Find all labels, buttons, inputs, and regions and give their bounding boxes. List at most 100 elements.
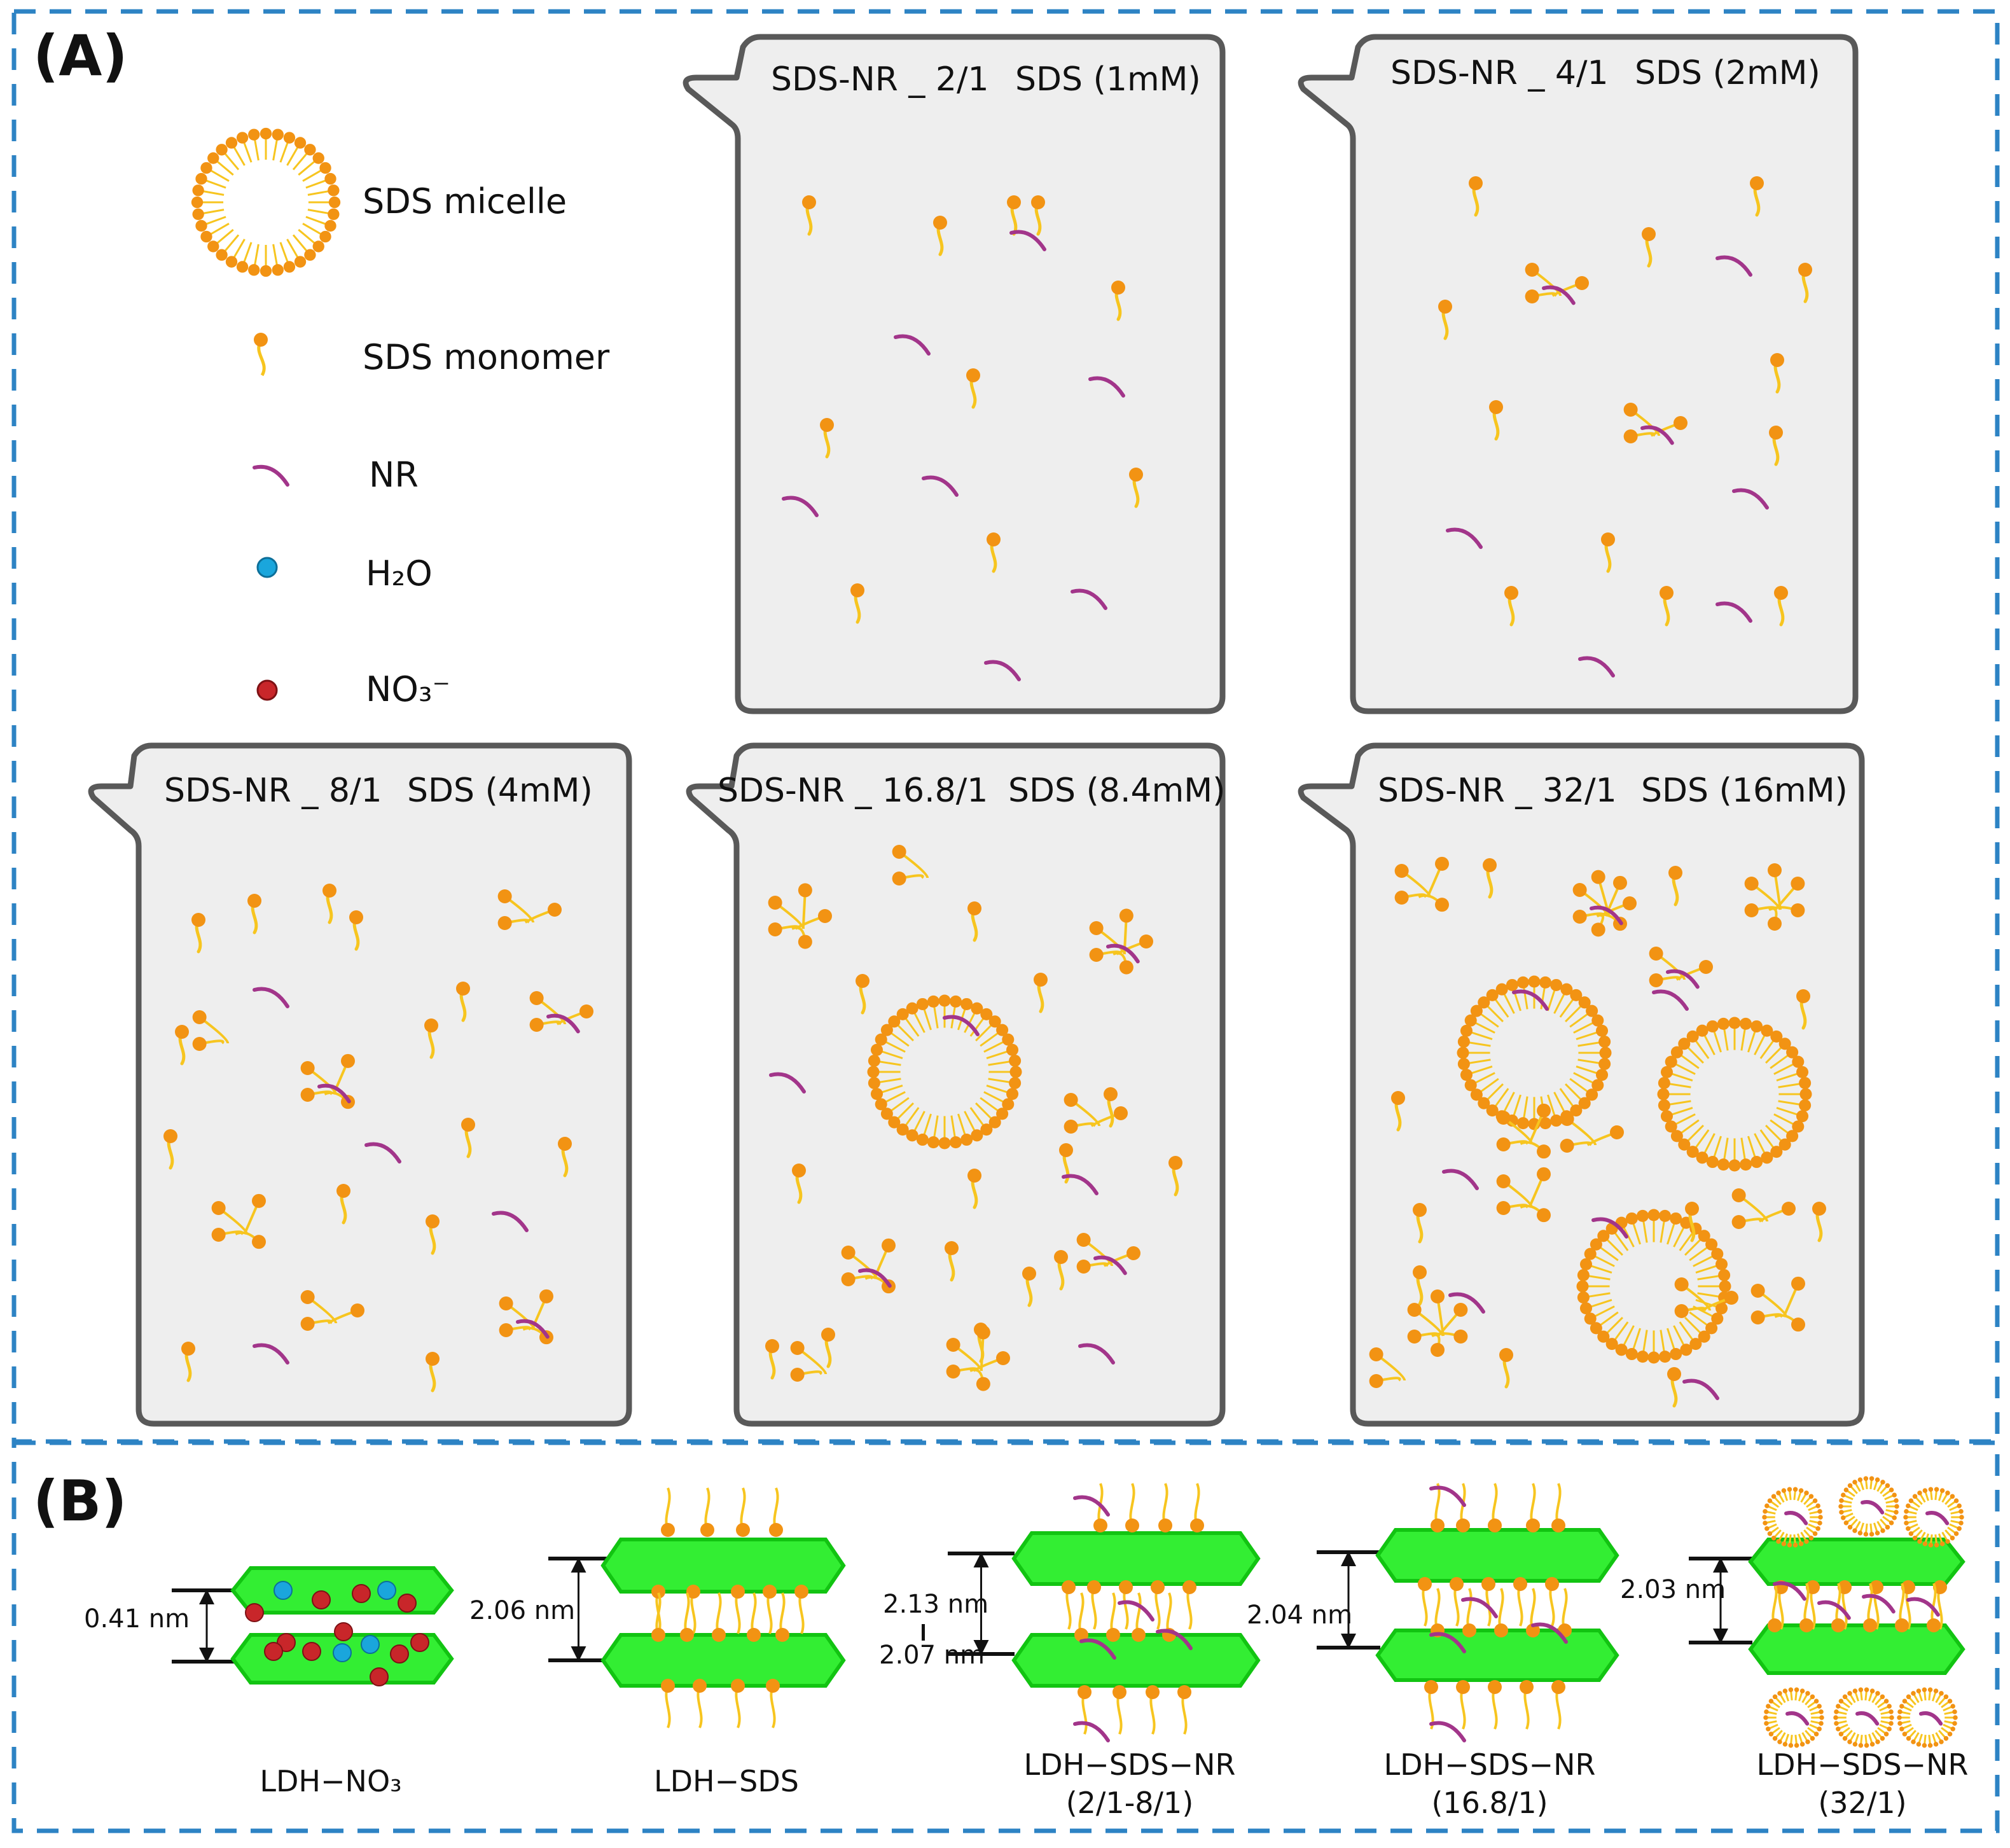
micelle-head (1570, 989, 1583, 1001)
micelle-head (1470, 1004, 1483, 1017)
micelle-head (312, 240, 324, 253)
micelle-head (1670, 1130, 1683, 1143)
micelle-head (1762, 1515, 1767, 1520)
sds-monomer (1129, 468, 1143, 508)
micelle-head (1819, 1715, 1824, 1720)
micelle-head (1841, 1492, 1846, 1497)
micelle-head (1908, 1531, 1914, 1536)
sds-head (841, 1272, 856, 1286)
micelle-head (1595, 1069, 1609, 1081)
micelle-head (1897, 1715, 1902, 1720)
sds-head (1526, 1518, 1540, 1532)
legend-nitrate-label: NO₃⁻ (366, 669, 450, 709)
micelle-head (1833, 1715, 1838, 1720)
micelle-head (191, 196, 204, 209)
micelle-head (950, 995, 962, 1008)
micelle-head (1768, 1732, 1774, 1737)
sds-cluster (1089, 908, 1153, 975)
sds-head (497, 889, 512, 903)
nile-red (1925, 1511, 1950, 1525)
sds-cluster (1744, 863, 1805, 931)
micelle-head (1787, 1543, 1792, 1548)
micelle-head (916, 1133, 929, 1146)
beaker-3-conc: SDS (4mM) (407, 772, 593, 810)
sds-head (497, 916, 512, 930)
micelle-head (1764, 1709, 1769, 1714)
micelle-head (1728, 1159, 1741, 1172)
micelle-head (1578, 1097, 1591, 1109)
sds-head (1104, 1087, 1118, 1101)
nile-red (1682, 1379, 1719, 1400)
sds-head (1798, 263, 1812, 277)
sds-head (1667, 1367, 1681, 1381)
beaker-2-conc: SDS (2mM) (1635, 54, 1820, 92)
micelle-head (1670, 1046, 1683, 1059)
micelle-head (1576, 1280, 1589, 1293)
micelle-head (192, 184, 204, 197)
micelle-head (1958, 1520, 1964, 1525)
water-icon (256, 557, 278, 578)
micelle-head (1478, 1097, 1490, 1109)
micelle-head (1869, 1476, 1875, 1481)
sds-monomer (1798, 263, 1812, 303)
ldh-layer (1011, 1531, 1261, 1586)
micelle-head (1899, 1726, 1904, 1732)
sds-cluster (790, 1341, 828, 1382)
micelle-head (1590, 1238, 1602, 1251)
micelle-head (1796, 1066, 1809, 1078)
micelle-head (1841, 1515, 1846, 1520)
micelle-head (1839, 1510, 1844, 1515)
ldh-sds-nr-low-distance-top: 2.13 nm (883, 1590, 988, 1619)
micelle-head (1776, 1539, 1781, 1544)
micelle-head (1705, 1322, 1718, 1335)
micelle-head (1778, 1038, 1791, 1050)
micelle-head (1838, 1699, 1844, 1704)
sds-monomer (1438, 300, 1452, 340)
sds-head (1496, 1111, 1511, 1125)
micelle-head (1009, 1066, 1022, 1078)
micelle-head (1798, 1488, 1804, 1493)
micelle-head (192, 208, 204, 220)
micelle-head (867, 1066, 880, 1078)
sds-head (1126, 1246, 1140, 1260)
sds-micelle (867, 994, 1022, 1150)
sds-head (1488, 1680, 1502, 1694)
sds-head (1769, 426, 1783, 440)
micelle-head (1764, 1526, 1770, 1531)
micelle-head (1772, 1735, 1778, 1741)
beaker-5-ratio: SDS-NR _ 32/1 (1378, 772, 1617, 810)
micelle-head (1636, 1209, 1649, 1222)
sds-head (1168, 1156, 1182, 1170)
ldh-layer (1375, 1629, 1619, 1682)
micelle-head (1945, 1539, 1950, 1544)
sds-head (790, 1341, 805, 1355)
sds-head (1434, 898, 1449, 912)
micelle-head (1952, 1721, 1957, 1726)
micelle-head (1706, 1155, 1719, 1169)
sds-head (1177, 1685, 1191, 1699)
sds-head (1526, 1623, 1540, 1637)
sds-monomer (792, 1164, 806, 1204)
micelle-head (1686, 1146, 1699, 1158)
sds-head (1369, 1347, 1383, 1361)
sds-head (765, 1339, 779, 1353)
nile-red (1785, 1711, 1810, 1726)
water-molecule (377, 1581, 396, 1600)
micelle-head (1892, 1515, 1897, 1520)
micelle-head (1711, 1312, 1724, 1325)
micelle-head (195, 172, 207, 185)
sds-head (661, 1523, 675, 1537)
sds-monomer (1168, 1156, 1182, 1197)
micelle-head (1875, 1739, 1880, 1744)
sds-head (426, 1214, 440, 1228)
sds-head (700, 1523, 714, 1537)
sds-head (1496, 1174, 1511, 1188)
beaker-3-contents (163, 884, 593, 1393)
sds-head (996, 1351, 1010, 1365)
micelle-head (1813, 1732, 1819, 1737)
micelle-head (1916, 1742, 1922, 1747)
nile-red (1429, 1721, 1466, 1742)
sds-monomer (426, 1352, 440, 1393)
water-molecule (361, 1635, 380, 1654)
micelle-head (1771, 1535, 1777, 1541)
